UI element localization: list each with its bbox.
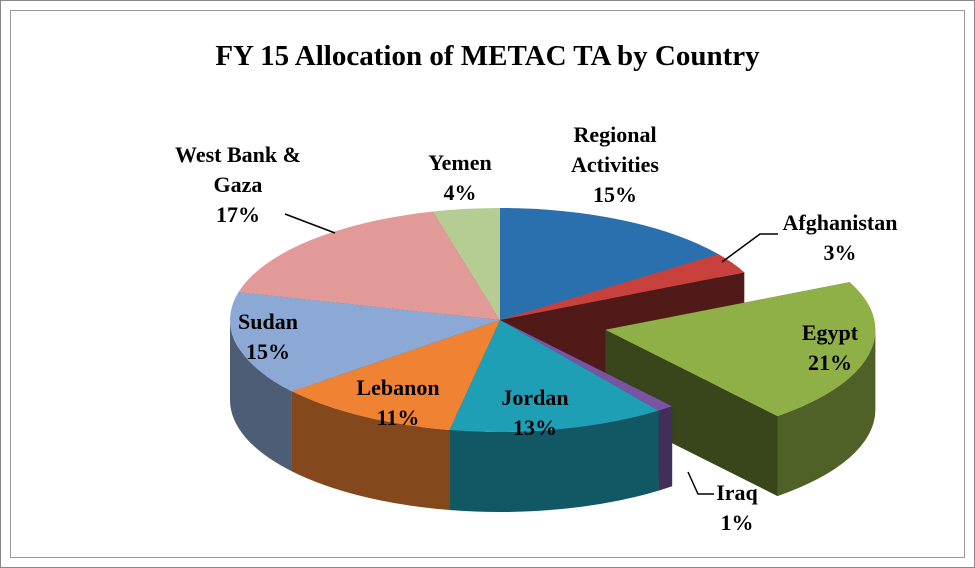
category-label: West Bank & Gaza [175, 142, 301, 197]
slice [291, 320, 500, 431]
category-label: Egypt [801, 320, 859, 345]
category-label: Yemen [428, 150, 492, 175]
value-label: 15% [593, 182, 637, 207]
slice [500, 320, 673, 411]
data-label: Regional Activities 15% [545, 120, 685, 210]
value-label: 11% [376, 405, 420, 430]
slice-side [449, 410, 659, 513]
value-label: 3% [823, 240, 857, 265]
data-label: Jordan 13% [475, 383, 595, 443]
category-label: Afghanistan [782, 210, 898, 235]
data-label: West Bank & Gaza 17% [168, 140, 308, 230]
category-label: Iraq [716, 480, 758, 505]
value-label: 15% [246, 339, 290, 364]
slice [449, 320, 659, 432]
category-label: Jordan [501, 385, 569, 410]
slice [500, 254, 745, 320]
value-label: 21% [808, 350, 852, 375]
slice [500, 208, 719, 320]
category-label: Regional Activities [571, 122, 659, 177]
chart-title: FY 15 Allocation of METAC TA by Country [215, 40, 760, 72]
slice-side [291, 391, 450, 511]
slice-side [230, 320, 292, 472]
leader-line [721, 233, 778, 263]
value-label: 1% [720, 510, 754, 535]
slice [605, 282, 876, 417]
data-label: Lebanon 11% [333, 373, 463, 433]
category-label: Lebanon [356, 375, 440, 400]
value-label: 17% [216, 202, 260, 227]
slice-side [777, 329, 876, 497]
pie [229, 208, 876, 513]
value-label: 13% [513, 415, 557, 440]
slice [432, 208, 500, 320]
data-label: Egypt 21% [770, 318, 890, 378]
slice [229, 292, 500, 392]
data-label: Iraq 1% [697, 478, 777, 538]
leader-line [284, 213, 336, 234]
slice [238, 211, 500, 320]
slice-radial-face [605, 329, 778, 497]
data-label: Yemen 4% [410, 148, 510, 208]
data-label: Afghanistan 3% [755, 208, 925, 268]
leader-line [687, 471, 714, 495]
slice-side [658, 406, 673, 491]
chart-border [10, 10, 965, 558]
data-label: Sudan 15% [208, 307, 328, 367]
category-label: Sudan [238, 309, 298, 334]
value-label: 4% [443, 180, 477, 205]
